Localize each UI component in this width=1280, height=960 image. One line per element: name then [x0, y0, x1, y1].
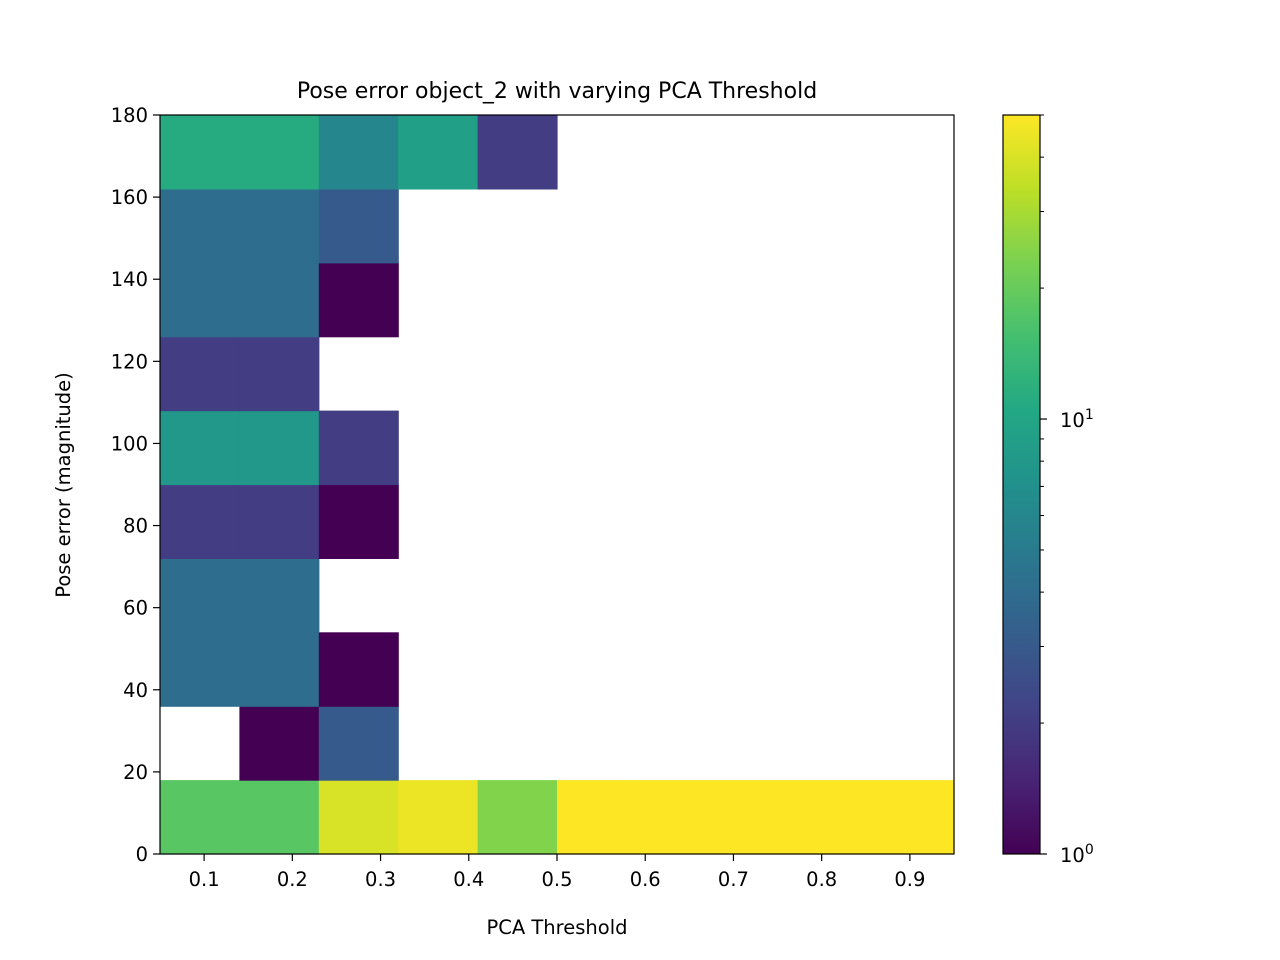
heatmap-cell [160, 188, 240, 264]
x-axis-label: PCA Threshold [486, 916, 627, 939]
heatmap-cell [795, 780, 876, 855]
x-axis-ticks: 0.1 0.2 0.3 0.4 0.5 0.6 0.7 0.8 0.9 [189, 854, 925, 891]
heatmap-cell [318, 632, 399, 707]
heatmap-cell [477, 115, 558, 190]
y-tick-label: 160 [111, 186, 148, 209]
x-tick-label: 0.1 [189, 868, 220, 891]
heatmap-cell [318, 484, 399, 559]
heatmap-cell [318, 262, 399, 338]
x-tick-label: 0.9 [894, 868, 925, 891]
x-tick-label: 0.2 [277, 868, 308, 891]
y-tick-label: 40 [123, 679, 148, 702]
y-tick-label: 20 [123, 761, 148, 784]
x-tick-label: 0.3 [365, 868, 396, 891]
y-axis-ticks: 0 20 40 60 80 100 120 140 160 180 [111, 104, 160, 866]
heatmap-cell [636, 780, 717, 855]
x-tick-label: 0.8 [806, 868, 837, 891]
y-tick-label: 100 [111, 432, 148, 455]
heatmap-cell [160, 410, 240, 486]
heatmap-cell [715, 780, 796, 855]
heatmap-cell [160, 558, 240, 633]
heatmap-cell [239, 410, 320, 486]
y-axis-label: Pose error (magnitude) [52, 372, 75, 597]
heatmap-cell [239, 632, 320, 707]
heatmap-cell [318, 780, 399, 855]
heatmap-cell [318, 706, 399, 781]
y-tick-label: 140 [111, 268, 148, 291]
heatmap-cell [160, 262, 240, 338]
heatmap-cell [160, 632, 240, 707]
heatmap-cell [239, 115, 320, 190]
x-tick-label: 0.5 [541, 868, 572, 891]
heatmap-cells [160, 115, 955, 855]
heatmap-cell [239, 262, 320, 338]
heatmap-cell [160, 484, 240, 559]
heatmap-cell [160, 780, 240, 855]
heatmap-cell [318, 410, 399, 486]
x-tick-label: 0.6 [630, 868, 661, 891]
heatmap-cell [239, 188, 320, 264]
heatmap-cell [239, 706, 320, 781]
x-tick-label: 0.7 [718, 868, 749, 891]
y-tick-label: 60 [123, 597, 148, 620]
y-tick-label: 0 [136, 843, 148, 866]
heatmap-cell [239, 484, 320, 559]
colorbar [1003, 115, 1040, 854]
x-tick-label: 0.4 [453, 868, 484, 891]
y-tick-label: 80 [123, 515, 148, 538]
heatmap-cell [398, 780, 479, 855]
heatmap-cell [160, 336, 240, 412]
chart-title: Pose error object_2 with varying PCA Thr… [297, 79, 817, 104]
y-tick-label: 120 [111, 350, 148, 373]
colorbar-frame [1002, 114, 1041, 855]
heatmap-cell [160, 115, 240, 190]
heatmap-cell [874, 780, 955, 855]
heatmap-cell [239, 780, 320, 855]
heatmap-cell [239, 336, 320, 412]
y-tick-label: 180 [111, 104, 148, 127]
heatmap-cell [557, 780, 637, 855]
heatmap-cell [477, 780, 558, 855]
heatmap-cell [318, 188, 399, 264]
heatmap-cell [398, 115, 479, 190]
heatmap-cell [239, 558, 320, 633]
heatmap-cell [318, 115, 399, 190]
